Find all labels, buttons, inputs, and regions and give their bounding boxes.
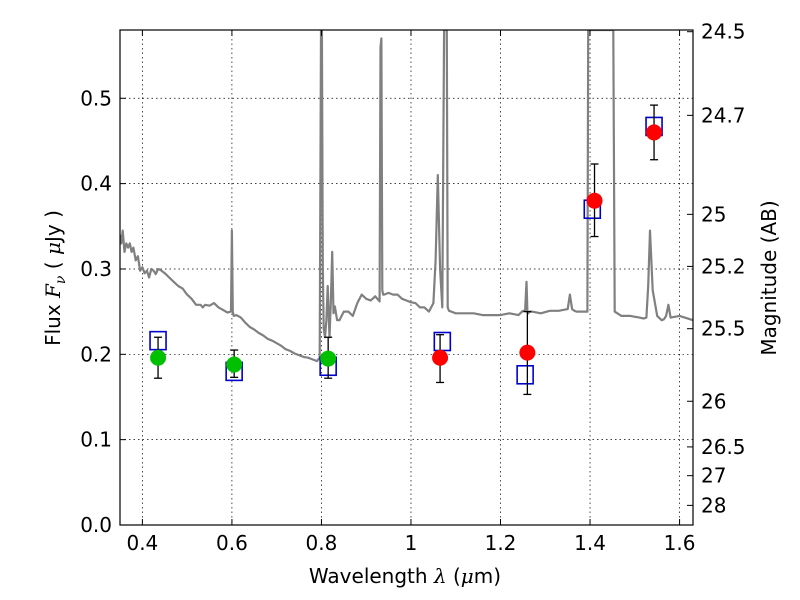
data-points-layer (149, 104, 663, 396)
axes-layer: 0.4 0.6 0.8 1 1.2 1.4 1.6 0.0 0.1 0.2 0.3 0.4 0.5 24.… (80, 20, 745, 555)
magnitude-tick-label: 25 (701, 202, 726, 226)
magnitude-tick-label: 25.2 (701, 254, 746, 278)
x-tick-label: 1.2 (485, 531, 517, 555)
observed-point (646, 124, 663, 141)
y2-axis-title: Magnitude (AB) (757, 200, 781, 355)
magnitude-tick-label: 27 (701, 464, 726, 488)
observed-point (432, 349, 449, 366)
x-tick-label: 0.6 (216, 531, 248, 555)
magnitude-tick-label: 26 (701, 389, 726, 413)
model-photometry-square (516, 364, 534, 385)
observed-point (519, 344, 536, 361)
y-tick-label: 0.3 (80, 257, 112, 281)
magnitude-tick-label: 24.5 (701, 20, 746, 44)
model-spectrum-layer (120, 30, 693, 363)
model-spectrum-line (120, 30, 693, 363)
observed-point (320, 350, 337, 367)
observed-point (226, 356, 243, 373)
observed-point (586, 192, 603, 209)
y-tick-label: 0.5 (80, 86, 112, 110)
y-tick-label: 0.4 (80, 172, 112, 196)
observed-point (150, 349, 167, 366)
plot-frame (119, 29, 694, 526)
magnitude-tick-label: 24.7 (701, 103, 746, 127)
y-axis-title: Flux Fν ( μJy ) (41, 210, 69, 346)
x-tick-label: 1.6 (664, 531, 696, 555)
magnitude-tick-label: 26.5 (701, 435, 746, 459)
magnitude-tick-label: 25.5 (701, 317, 746, 341)
x-tick-label: 0.8 (306, 531, 338, 555)
magnitude-tick-label: 28 (701, 493, 726, 517)
x-axis-title: Wavelength λ (μm) (309, 564, 501, 588)
y-tick-label: 0.2 (80, 342, 112, 366)
grid (120, 30, 693, 526)
y-tick-label: 0.0 (80, 513, 112, 537)
x-tick-label: 0.4 (126, 531, 158, 555)
x-tick-label: 1 (405, 531, 418, 555)
y-tick-label: 0.1 (80, 428, 112, 452)
x-tick-label: 1.4 (574, 531, 606, 555)
